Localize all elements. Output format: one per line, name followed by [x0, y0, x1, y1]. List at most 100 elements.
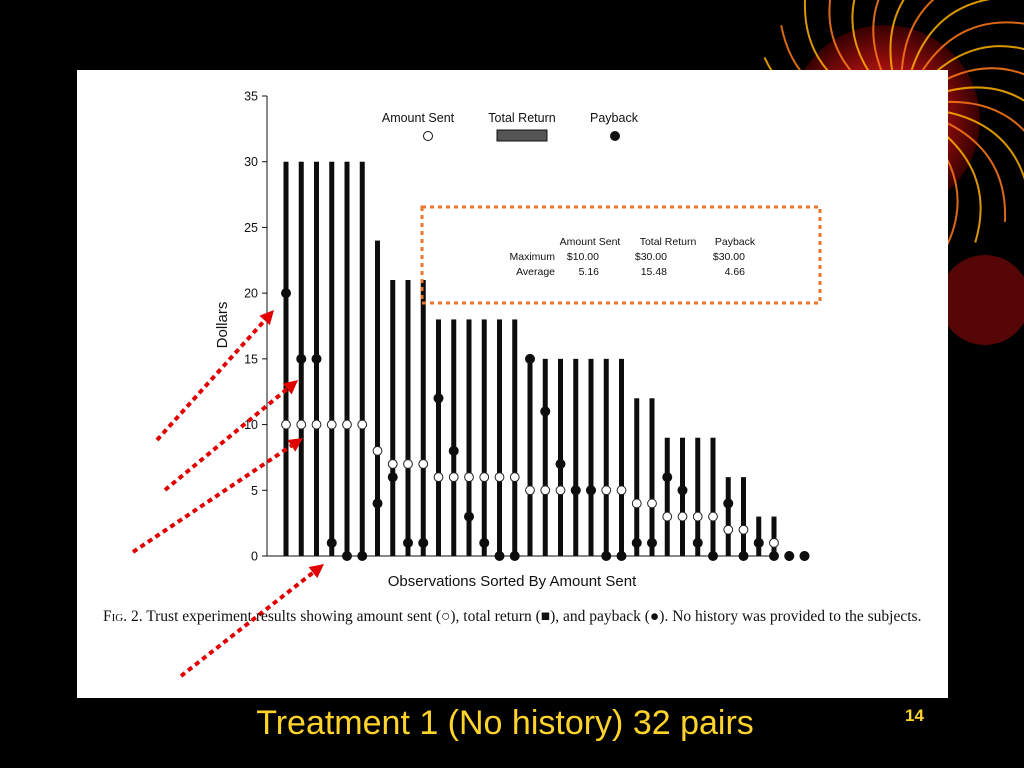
- payback-point: [647, 537, 657, 548]
- total-return-bar: [542, 358, 548, 556]
- summary-table-cell: $10.00: [567, 251, 599, 263]
- summary-table-highlight-box: [420, 205, 822, 305]
- amount-sent-point: [662, 511, 673, 522]
- total-return-bar: [619, 358, 624, 556]
- payback-point: [677, 485, 688, 496]
- legend-label-total-return: Total Return: [488, 111, 555, 125]
- summary-table-header: Total Return: [640, 236, 697, 248]
- figure-panel: 0 5 10 15 20 25 30 35 Dollars Observations Sort…: [77, 70, 948, 698]
- caption-prefix: Fig. 2.: [103, 608, 143, 625]
- summary-table-cell: 4.66: [725, 266, 746, 278]
- amount-sent-point: [769, 537, 779, 548]
- payback-point: [692, 537, 703, 548]
- payback-point: [387, 472, 398, 483]
- total-return-bar: [771, 516, 777, 556]
- total-return-bar: [680, 437, 685, 556]
- total-return-bar: [344, 161, 350, 556]
- amount-sent-point: [418, 459, 429, 469]
- payback-point: [281, 288, 291, 299]
- total-return-bar: [710, 437, 716, 556]
- total-return-bar: [725, 477, 731, 556]
- amount-sent-point: [357, 419, 368, 430]
- annotation-arrow: [179, 564, 324, 678]
- payback-point: [403, 537, 413, 548]
- summary-table: Amount Sent Total Return Payback Maximum $10…: [509, 236, 755, 278]
- legend-filled-circle-icon: [610, 131, 620, 141]
- amount-sent-point: [738, 524, 749, 535]
- payback-point: [525, 353, 535, 364]
- total-return-bar: [481, 319, 487, 556]
- total-return-bar: [695, 437, 701, 556]
- legend-label-payback: Payback: [590, 111, 639, 125]
- y-tick-label: 5: [251, 484, 258, 498]
- slide-title: Treatment 1 (No history) 32 pairs: [256, 704, 754, 742]
- annotation-arrow: [131, 438, 303, 554]
- legend-label-amount-sent: Amount Sent: [382, 111, 455, 125]
- total-return-bar: [573, 358, 579, 556]
- amount-sent-point: [677, 511, 688, 522]
- annotation-arrows: [131, 310, 324, 678]
- payback-point: [540, 406, 551, 417]
- payback-point: [418, 537, 429, 548]
- total-return-bar: [451, 319, 457, 556]
- amount-sent-point: [311, 419, 322, 430]
- y-axis-label: Dollars: [214, 302, 231, 349]
- total-return-bar: [390, 280, 396, 556]
- total-return-bar: [420, 280, 426, 556]
- summary-table-cell: Maximum: [509, 251, 555, 263]
- total-return-bar: [375, 240, 380, 557]
- y-tick-label: 30: [244, 155, 258, 169]
- summary-table-cell: Average: [516, 266, 555, 278]
- amount-sent-point: [403, 459, 413, 469]
- amount-sent-point: [525, 485, 535, 496]
- payback-point: [631, 537, 642, 548]
- total-return-bar: [359, 161, 365, 556]
- y-tick-label: 15: [244, 352, 258, 366]
- total-return-bar: [741, 477, 746, 556]
- total-return-bar: [329, 161, 335, 556]
- x-axis-label: Observations Sorted By Amount Sent: [388, 573, 637, 590]
- y-tick-label: 25: [244, 221, 258, 235]
- payback-point: [784, 551, 795, 561]
- amount-sent-point: [448, 472, 459, 483]
- payback-point: [570, 485, 581, 496]
- summary-table-cell: 15.48: [641, 266, 667, 278]
- annotation-arrow: [155, 310, 274, 442]
- legend-open-circle-icon: [423, 131, 433, 141]
- amount-sent-point: [479, 472, 490, 483]
- amount-sent-point: [616, 485, 627, 496]
- summary-table-cell: $30.00: [635, 251, 667, 263]
- y-axis: 0 5 10 15 20 25 30 35: [244, 90, 268, 564]
- trust-experiment-chart: 0 5 10 15 20 25 30 35 Dollars Observations Sort…: [103, 90, 922, 678]
- amount-sent-point: [464, 472, 474, 483]
- amount-sent-point: [631, 498, 642, 509]
- summary-table-header: Payback: [715, 236, 756, 248]
- payback-point: [723, 498, 734, 509]
- total-return-bar: [512, 319, 518, 556]
- total-return-bar: [756, 516, 762, 556]
- annotation-arrow: [163, 380, 298, 492]
- summary-table-cell: 5.16: [579, 266, 600, 278]
- total-return-bar: [436, 319, 441, 556]
- amount-sent-point: [342, 419, 352, 430]
- total-return-bar: [664, 437, 670, 556]
- amount-sent-point: [555, 485, 566, 496]
- legend-hatched-bar-icon: [496, 129, 548, 142]
- amount-sent-point: [433, 472, 444, 483]
- amount-sent-point: [326, 419, 337, 430]
- slide-number: 14: [905, 706, 924, 725]
- payback-point: [433, 393, 444, 404]
- amount-sent-point: [708, 511, 718, 522]
- total-return-bar: [283, 161, 289, 556]
- summary-table-header: Amount Sent: [560, 236, 621, 248]
- total-return-bar: [527, 358, 533, 556]
- y-tick-label: 35: [244, 90, 258, 104]
- amount-sent-point: [723, 524, 734, 535]
- payback-point: [448, 445, 459, 456]
- amount-sent-point: [387, 459, 398, 469]
- amount-sent-point: [692, 511, 703, 522]
- caption-text: Trust experiment results showing amount …: [146, 608, 922, 625]
- amount-sent-point: [540, 485, 551, 496]
- payback-point: [586, 485, 596, 496]
- total-return-bar: [558, 358, 563, 556]
